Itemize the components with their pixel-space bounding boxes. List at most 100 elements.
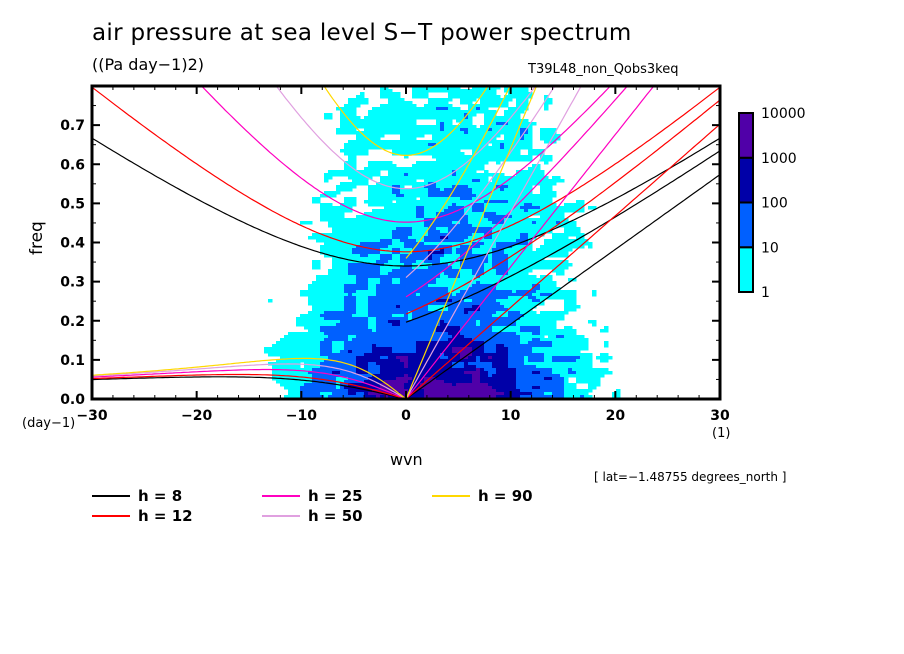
power-cell — [424, 272, 429, 276]
power-cell — [384, 308, 389, 312]
power-cell — [380, 305, 385, 309]
power-cell — [464, 326, 469, 330]
power-cell — [400, 110, 405, 114]
power-cell — [488, 158, 493, 162]
power-cell — [420, 302, 425, 306]
power-cell — [484, 155, 489, 159]
power-cell — [520, 212, 525, 216]
power-cell — [504, 227, 509, 231]
power-cell — [432, 239, 437, 243]
power-cell — [420, 308, 425, 312]
power-cell — [448, 296, 453, 300]
power-cell — [432, 236, 437, 240]
power-cell — [368, 191, 373, 195]
power-cell — [352, 317, 357, 321]
power-cell — [508, 287, 513, 291]
power-cell — [484, 134, 489, 138]
power-cell — [464, 176, 469, 180]
power-cell — [336, 212, 341, 216]
power-cell — [436, 104, 441, 108]
power-cell — [448, 170, 453, 174]
power-cell — [332, 299, 337, 303]
power-cell — [508, 317, 513, 321]
power-cell — [420, 281, 425, 285]
power-cell — [444, 188, 449, 192]
power-cell — [508, 215, 513, 219]
power-cell — [380, 299, 385, 303]
power-cell — [556, 233, 561, 237]
power-cell — [396, 350, 401, 354]
power-cell — [416, 281, 421, 285]
power-cell — [520, 158, 525, 162]
power-cell — [452, 278, 457, 282]
power-cell — [536, 350, 541, 354]
power-cell — [400, 191, 405, 195]
power-cell — [540, 281, 545, 285]
power-cell — [376, 170, 381, 174]
power-cell — [336, 290, 341, 294]
power-cell — [436, 260, 441, 264]
power-cell — [456, 95, 461, 99]
power-cell — [552, 338, 557, 342]
power-cell — [460, 344, 465, 348]
power-cell — [376, 278, 381, 282]
power-cell — [464, 233, 469, 237]
power-cell — [368, 329, 373, 333]
power-cell — [480, 95, 485, 99]
power-cell — [552, 314, 557, 318]
power-cell — [560, 254, 565, 258]
power-cell — [324, 275, 329, 279]
power-cell — [480, 326, 485, 330]
power-cell — [516, 95, 521, 99]
power-cell — [520, 263, 525, 267]
power-cell — [508, 278, 513, 282]
power-cell — [372, 227, 377, 231]
power-cell — [420, 218, 425, 222]
power-cell — [480, 230, 485, 234]
power-cell — [528, 188, 533, 192]
power-cell — [448, 191, 453, 195]
power-cell — [516, 188, 521, 192]
power-cell — [464, 335, 469, 339]
power-cell — [484, 107, 489, 111]
power-cell — [412, 206, 417, 210]
power-cell — [460, 272, 465, 276]
power-cell — [388, 161, 393, 165]
power-cell — [516, 347, 521, 351]
power-cell — [552, 179, 557, 183]
power-cell — [524, 263, 529, 267]
power-cell — [416, 164, 421, 168]
power-cell — [356, 329, 361, 333]
power-cell — [352, 287, 357, 291]
power-cell — [328, 350, 333, 354]
power-cell — [476, 242, 481, 246]
power-cell — [348, 338, 353, 342]
power-cell — [548, 314, 553, 318]
power-cell — [352, 176, 357, 180]
power-cell — [324, 215, 329, 219]
power-cell — [576, 353, 581, 357]
power-cell — [532, 266, 537, 270]
power-cell — [364, 317, 369, 321]
power-cell — [420, 197, 425, 201]
power-cell — [492, 110, 497, 114]
power-cell — [348, 200, 353, 204]
power-cell — [288, 332, 293, 336]
power-cell — [420, 125, 425, 129]
power-cell — [404, 116, 409, 120]
power-cell — [432, 356, 437, 360]
power-cell — [336, 335, 341, 339]
power-cell — [332, 308, 337, 312]
power-cell — [472, 320, 477, 324]
power-cell — [428, 332, 433, 336]
power-cell — [308, 341, 313, 345]
power-cell — [480, 152, 485, 156]
power-cell — [484, 338, 489, 342]
power-cell — [372, 125, 377, 129]
power-cell — [480, 284, 485, 288]
power-cell — [392, 245, 397, 249]
power-cell — [400, 251, 405, 255]
power-cell — [368, 311, 373, 315]
power-cell — [372, 215, 377, 219]
power-cell — [384, 335, 389, 339]
